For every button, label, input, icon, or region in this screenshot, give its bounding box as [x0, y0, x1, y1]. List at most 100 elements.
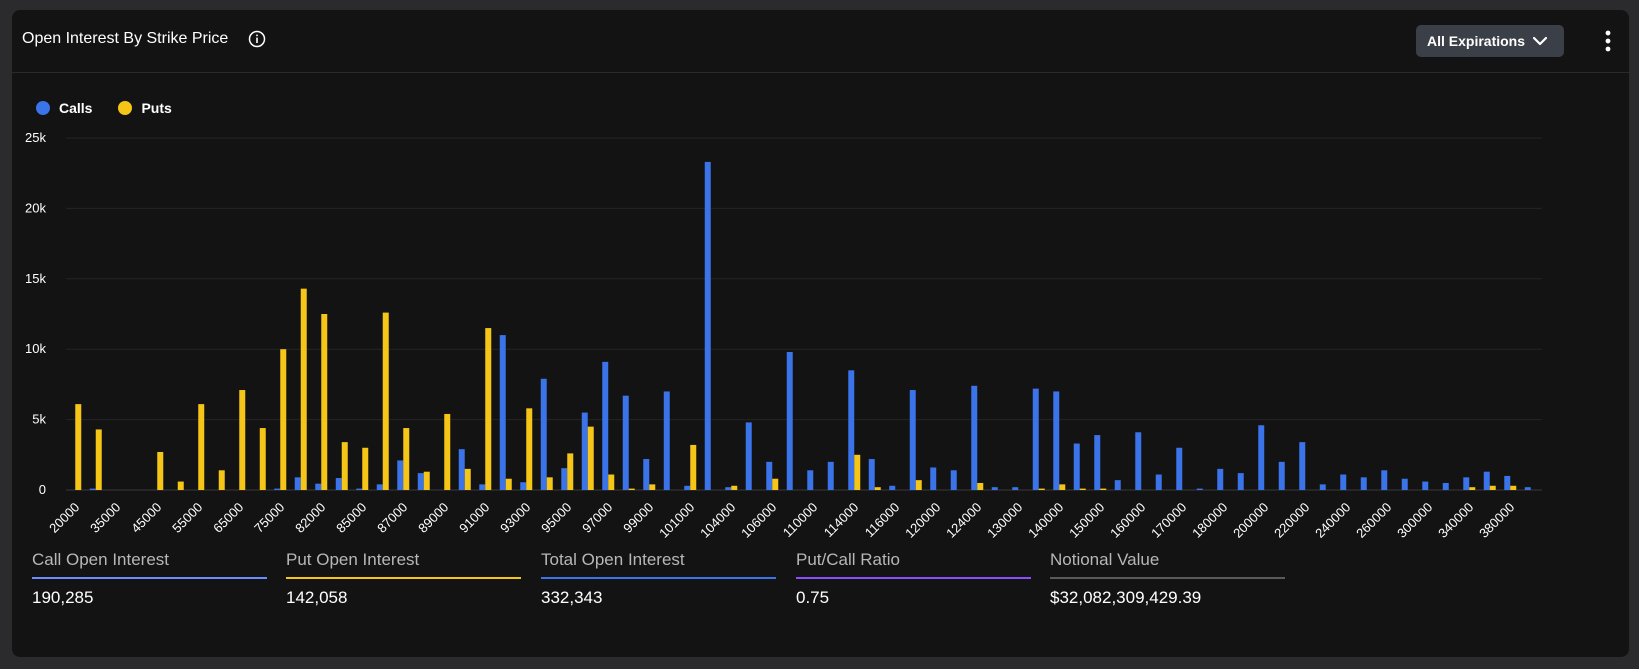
y-tick-label: 25k	[25, 130, 46, 145]
x-tick-label: 260000	[1353, 500, 1394, 541]
y-tick-label: 10k	[25, 341, 46, 356]
calls-bar	[909, 390, 916, 490]
puts-bar	[280, 349, 287, 490]
calls-bar	[1053, 391, 1060, 490]
y-tick-label: 20k	[25, 200, 46, 215]
puts-dot	[118, 101, 133, 115]
x-tick-label: 150000	[1066, 500, 1107, 541]
puts-bar	[1100, 488, 1107, 490]
puts-bar	[731, 485, 738, 490]
puts-bar	[423, 471, 430, 490]
calls-bar	[1340, 474, 1347, 490]
calls-bar	[827, 461, 834, 490]
calls-bar	[335, 478, 342, 490]
legend-item-calls[interactable]: Calls	[36, 100, 92, 116]
calls-bar	[1442, 482, 1449, 490]
x-tick-label: 99000	[620, 500, 656, 536]
x-tick-label: 114000	[821, 500, 862, 541]
expirations-dropdown[interactable]: All Expirations	[1416, 25, 1564, 57]
stat-notional-value: Notional Value $32,082,309,429.39	[1050, 550, 1285, 608]
stat-value: $32,082,309,429.39	[1050, 588, 1202, 607]
calls-bar	[1299, 442, 1306, 490]
puts-bar	[1059, 484, 1066, 490]
x-tick-label: 380000	[1476, 500, 1517, 541]
x-tick-label: 93000	[497, 500, 533, 536]
puts-bar	[382, 312, 389, 490]
calls-bar	[889, 485, 896, 490]
y-tick-label: 15k	[25, 271, 46, 286]
stat-label: Total Open Interest	[541, 550, 685, 569]
calls-bar	[745, 422, 752, 490]
puts-bar	[1079, 488, 1086, 490]
calls-bar	[581, 412, 588, 490]
stat-underline	[32, 577, 267, 579]
calls-bar	[1155, 474, 1162, 490]
puts-bar	[485, 328, 492, 490]
puts-bar	[444, 413, 451, 490]
x-tick-label: 95000	[538, 500, 574, 536]
puts-bar	[608, 474, 615, 490]
x-tick-label: 35000	[87, 500, 123, 536]
stat-underline	[1050, 577, 1285, 579]
stat-underline	[541, 577, 776, 579]
calls-bar	[1073, 443, 1080, 490]
calls-bar	[1401, 478, 1408, 490]
stat-total-open-interest: Total Open Interest 332,343	[541, 550, 776, 608]
calls-bar	[1360, 477, 1367, 490]
calls-bar	[725, 487, 732, 490]
calls-bar	[274, 488, 281, 490]
puts-bar	[218, 470, 225, 490]
puts-bar	[1510, 485, 1517, 490]
calls-bar	[1094, 435, 1101, 490]
puts-bar	[690, 444, 697, 490]
stat-label: Call Open Interest	[32, 550, 170, 569]
info-icon[interactable]	[248, 30, 266, 48]
stat-value: 332,343	[541, 588, 603, 607]
calls-bar	[971, 385, 978, 490]
legend-item-puts[interactable]: Puts	[118, 100, 172, 116]
puts-bar	[239, 390, 246, 490]
calls-bar	[1463, 477, 1470, 490]
puts-bar	[977, 482, 984, 490]
puts-bar	[341, 442, 348, 490]
x-tick-label: 91000	[456, 500, 492, 536]
stat-label: Put Open Interest	[286, 550, 420, 569]
calls-bar	[1196, 488, 1203, 490]
x-tick-label: 116000	[862, 500, 903, 541]
puts-bar	[157, 451, 164, 490]
puts-bar	[915, 480, 922, 490]
calls-bar	[1524, 487, 1531, 490]
calls-bar	[1012, 487, 1019, 490]
x-tick-label: 110000	[780, 500, 821, 541]
puts-bar	[1469, 487, 1476, 490]
calls-bar	[479, 484, 486, 490]
calls-bar	[807, 470, 814, 490]
x-tick-label: 55000	[169, 500, 205, 536]
x-tick-label: 87000	[374, 500, 410, 536]
calls-bar	[1381, 470, 1388, 490]
chart-title: Open Interest By Strike Price	[22, 30, 229, 47]
calls-dot	[36, 101, 50, 115]
stat-underline	[286, 577, 521, 579]
x-tick-label: 140000	[1025, 500, 1066, 541]
stat-label: Notional Value	[1050, 550, 1160, 569]
calls-bar	[540, 378, 547, 490]
calls-bar	[315, 483, 322, 490]
puts-bar	[587, 426, 594, 490]
calls-bar	[704, 161, 711, 490]
calls-bar	[868, 459, 875, 490]
puts-bar	[362, 447, 369, 490]
calls-bar	[376, 484, 383, 490]
calls-bar	[1258, 425, 1265, 490]
calls-bar	[1176, 447, 1183, 490]
calls-bar	[1483, 471, 1490, 490]
calls-bar	[766, 461, 773, 490]
x-tick-label: 180000	[1189, 500, 1230, 541]
x-tick-label: 124000	[943, 500, 984, 541]
more-vertical-icon[interactable]	[1598, 28, 1618, 54]
x-tick-label: 65000	[210, 500, 246, 536]
calls-bar	[991, 487, 998, 490]
puts-bar	[649, 484, 656, 490]
calls-bar	[786, 352, 793, 490]
x-tick-label: 75000	[251, 500, 287, 536]
